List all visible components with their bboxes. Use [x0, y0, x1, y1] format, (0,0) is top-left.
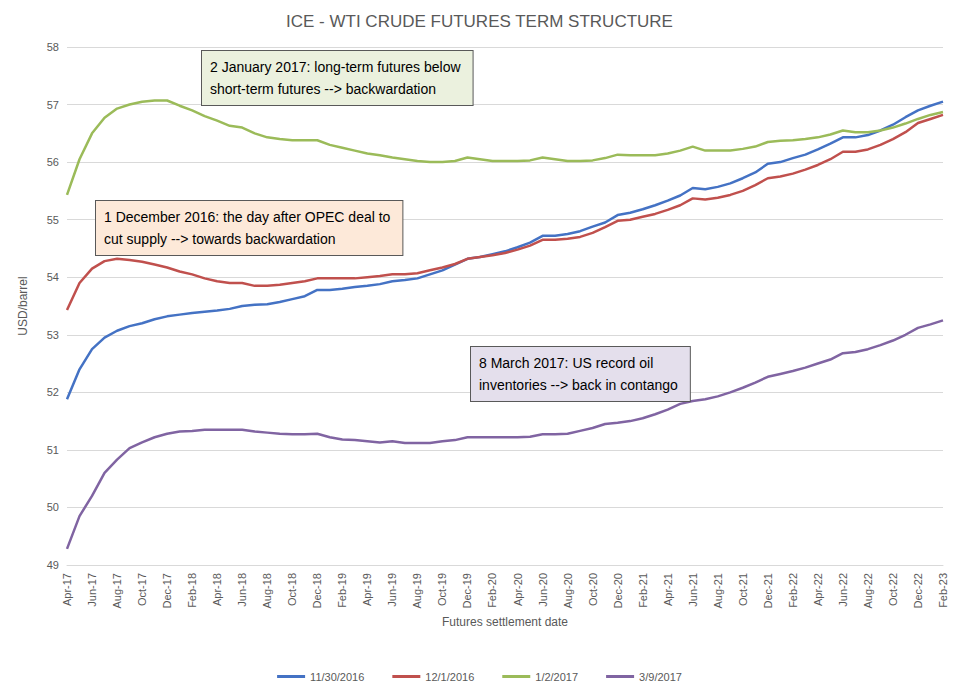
svg-text:3/9/2017: 3/9/2017	[639, 671, 682, 683]
svg-text:Jun-21: Jun-21	[687, 573, 699, 607]
svg-text:Apr-18: Apr-18	[211, 573, 223, 606]
svg-text:11/30/2016: 11/30/2016	[310, 671, 364, 683]
svg-text:Oct-17: Oct-17	[136, 573, 148, 606]
svg-text:Dec-22: Dec-22	[912, 573, 924, 608]
svg-text:Feb-23: Feb-23	[937, 573, 949, 608]
svg-text:Oct-20: Oct-20	[587, 573, 599, 606]
svg-text:54: 54	[47, 271, 59, 283]
svg-text:Aug-18: Aug-18	[261, 573, 273, 608]
svg-text:Feb-21: Feb-21	[637, 573, 649, 608]
svg-text:1/2/2017: 1/2/2017	[535, 671, 578, 683]
svg-text:Oct-18: Oct-18	[286, 573, 298, 606]
svg-text:Oct-22: Oct-22	[887, 573, 899, 606]
svg-text:Dec-18: Dec-18	[311, 573, 323, 608]
svg-text:Feb-19: Feb-19	[336, 573, 348, 608]
svg-text:Apr-17: Apr-17	[61, 573, 73, 606]
svg-text:cut supply --> towards backwar: cut supply --> towards backwardation	[104, 231, 336, 247]
svg-text:51: 51	[47, 444, 59, 456]
svg-text:Jun-17: Jun-17	[86, 573, 98, 607]
svg-text:1 December 2016: the day after: 1 December 2016: the day after OPEC deal…	[104, 209, 391, 225]
svg-text:ICE - WTI CRUDE FUTURES TERM S: ICE - WTI CRUDE FUTURES TERM STRUCTURE	[286, 12, 673, 31]
svg-text:Feb-22: Feb-22	[787, 573, 799, 608]
svg-text:Apr-20: Apr-20	[512, 573, 524, 606]
svg-text:Dec-19: Dec-19	[461, 573, 473, 608]
svg-text:53: 53	[47, 329, 59, 341]
svg-text:55: 55	[47, 214, 59, 226]
svg-text:Jun-20: Jun-20	[537, 573, 549, 607]
svg-text:Jun-18: Jun-18	[236, 573, 248, 607]
svg-text:short-term futures --> backwar: short-term futures --> backwardation	[210, 81, 436, 97]
svg-text:Feb-18: Feb-18	[186, 573, 198, 608]
svg-text:56: 56	[47, 156, 59, 168]
svg-text:Dec-17: Dec-17	[161, 573, 173, 608]
svg-text:12/1/2016: 12/1/2016	[425, 671, 474, 683]
svg-text:Aug-19: Aug-19	[411, 573, 423, 608]
svg-text:Aug-17: Aug-17	[111, 573, 123, 608]
svg-text:57: 57	[47, 99, 59, 111]
svg-text:Futures settlement date: Futures settlement date	[442, 615, 568, 629]
svg-text:Dec-20: Dec-20	[612, 573, 624, 608]
svg-text:Dec-21: Dec-21	[762, 573, 774, 608]
svg-text:USD/barrel: USD/barrel	[16, 276, 30, 335]
svg-text:Apr-22: Apr-22	[812, 573, 824, 606]
svg-text:58: 58	[47, 41, 59, 53]
svg-text:50: 50	[47, 501, 59, 513]
svg-text:Aug-20: Aug-20	[562, 573, 574, 608]
svg-text:inventories --> back in contan: inventories --> back in contango	[479, 377, 678, 393]
svg-text:Aug-22: Aug-22	[862, 573, 874, 608]
svg-text:2 January 2017: long-term futu: 2 January 2017: long-term futures below	[210, 59, 461, 75]
svg-text:Feb-20: Feb-20	[486, 573, 498, 608]
svg-text:Apr-19: Apr-19	[361, 573, 373, 606]
svg-text:Apr-21: Apr-21	[662, 573, 674, 606]
svg-text:52: 52	[47, 386, 59, 398]
svg-text:Oct-21: Oct-21	[737, 573, 749, 606]
svg-text:Jun-22: Jun-22	[837, 573, 849, 607]
svg-text:49: 49	[47, 559, 59, 571]
svg-text:Jun-19: Jun-19	[386, 573, 398, 607]
svg-text:Aug-21: Aug-21	[712, 573, 724, 608]
svg-text:8 March 2017: US record oil: 8 March 2017: US record oil	[479, 355, 653, 371]
svg-text:Oct-19: Oct-19	[436, 573, 448, 606]
